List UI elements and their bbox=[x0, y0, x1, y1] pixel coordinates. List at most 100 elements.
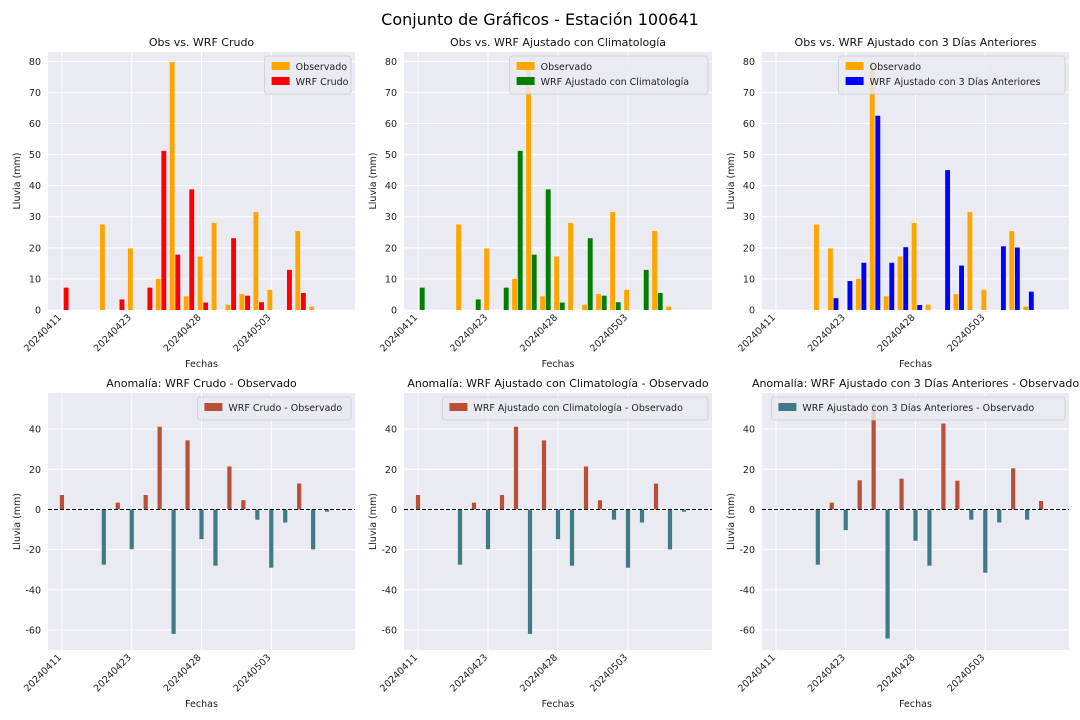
panel-3-bar bbox=[959, 265, 964, 310]
panel-4-legend-swatch bbox=[204, 403, 223, 411]
panel-4-bar bbox=[115, 502, 120, 510]
panel-3-bar bbox=[981, 289, 987, 310]
panel-5-ylabel: Lluvia (mm) bbox=[368, 493, 379, 550]
panel-4-ytick-label: -20 bbox=[25, 545, 41, 556]
panel-4-ytick-label: 20 bbox=[29, 465, 41, 476]
panel-4-ytick-label: -40 bbox=[25, 585, 41, 596]
panel-3-bar bbox=[1014, 247, 1020, 310]
panel-2-xtick-label: 20240428 bbox=[518, 312, 560, 354]
panel-4-ytick-label: 0 bbox=[35, 505, 41, 516]
panel-5-title: Anomalía: WRF Ajustado con Climatología … bbox=[407, 377, 709, 390]
panel-3-legend-swatch bbox=[845, 62, 864, 70]
panel-5-bar bbox=[457, 509, 463, 565]
panel-5-bar bbox=[639, 509, 645, 523]
panel-3-legend-label: Observado bbox=[870, 62, 922, 73]
panel-6-title: Anomalía: WRF Ajustado con 3 Días Anteri… bbox=[752, 377, 1079, 390]
panel-4-xtick-label: 20240503 bbox=[231, 652, 273, 694]
panel-4-bar bbox=[227, 466, 232, 510]
panel-5-xtick-label: 20240428 bbox=[518, 652, 560, 694]
panel-4-bar bbox=[255, 509, 260, 520]
panel-4-legend-label: WRF Crudo - Observado bbox=[228, 403, 342, 414]
panel-3-ytick-label: 10 bbox=[743, 274, 755, 285]
panel-3-legend: Observado WRF Ajustado con 3 Días Anterio… bbox=[838, 55, 1066, 95]
panel-6-bar bbox=[913, 509, 918, 541]
panel-6-ytick-label: 40 bbox=[743, 425, 755, 436]
panel-2-ytick-label: 80 bbox=[385, 57, 397, 68]
panel-2-ylabel: Lluvia (mm) bbox=[368, 153, 379, 210]
panel-5-legend-swatch bbox=[449, 403, 468, 411]
panel-1-bar bbox=[211, 222, 217, 310]
panel-3-ytick-label: 80 bbox=[743, 57, 755, 68]
panel-4-ytick-label: -60 bbox=[25, 625, 41, 636]
panel-5-xtick-label: 20240411 bbox=[378, 652, 420, 694]
panel-2-title: Obs vs. WRF Ajustado con Climatología bbox=[450, 36, 666, 49]
panel-2-bar bbox=[503, 287, 509, 310]
panel-1-title: Obs vs. WRF Crudo bbox=[149, 36, 255, 49]
panel-4-xtick-label: 20240423 bbox=[92, 652, 134, 694]
panel-6-xtick-label: 20240503 bbox=[945, 652, 987, 694]
panel-1-xtick-label: 20240428 bbox=[162, 312, 204, 354]
panel-6-xtick-label: 20240428 bbox=[876, 652, 918, 694]
panel-2-bar bbox=[540, 296, 546, 310]
panel-3: 0 10 20 30 40 50 60 70 80 20240411 20240423 2024042… bbox=[726, 36, 1069, 370]
panel-4-bar bbox=[157, 426, 162, 510]
panel-1: 0 10 20 30 40 50 60 70 80 20240411 20240423 2024042… bbox=[12, 36, 355, 370]
panel-3-ytick-label: 0 bbox=[749, 306, 755, 317]
panel-3-bar bbox=[1028, 291, 1034, 310]
panel-1-bar bbox=[99, 224, 105, 310]
panel-5-ytick-label: 40 bbox=[385, 425, 397, 436]
panel-2-bar bbox=[559, 302, 565, 310]
panel-5-bar bbox=[653, 483, 659, 510]
panel-5-bar bbox=[625, 509, 631, 568]
panel-2-legend-swatch bbox=[516, 62, 535, 70]
panel-4-bar bbox=[129, 509, 134, 550]
panel-1-bar bbox=[63, 287, 69, 310]
panel-2-bar bbox=[517, 150, 523, 310]
panel-3-bar bbox=[855, 278, 861, 310]
panel-1-ytick-label: 0 bbox=[35, 306, 41, 317]
panel-5-legend-label: WRF Ajustado con Climatología - Observad… bbox=[473, 403, 683, 414]
panel-1-ytick-label: 60 bbox=[29, 119, 41, 130]
panel-6-xtick-label: 20240411 bbox=[736, 652, 778, 694]
panel-4-ytick-label: 40 bbox=[29, 425, 41, 436]
panel-3-ylabel: Lluvia (mm) bbox=[726, 153, 737, 210]
panel-2-bar bbox=[475, 299, 481, 310]
panel-6-bar bbox=[857, 480, 862, 510]
panel-5-legend: WRF Ajustado con Climatología - Observad… bbox=[441, 396, 709, 421]
panel-2-bar bbox=[666, 306, 672, 310]
panel-3-bar bbox=[847, 281, 853, 310]
panel-3-bar bbox=[889, 262, 895, 310]
panel-3-legend-label: WRF Ajustado con 3 Días Anteriores bbox=[870, 77, 1041, 88]
panel-3-ytick-label: 40 bbox=[743, 181, 755, 192]
panel-2-bar bbox=[624, 289, 630, 310]
panel-6-bar bbox=[871, 404, 876, 510]
panel-4-bar bbox=[241, 500, 246, 510]
panel-4-bar bbox=[59, 494, 65, 510]
panel-3-bar bbox=[827, 248, 833, 310]
panel-1-bar bbox=[197, 256, 203, 310]
panel-5-ytick-label: 0 bbox=[391, 505, 397, 516]
panel-1-xtick-label: 20240503 bbox=[231, 312, 273, 354]
panel-3-ytick-label: 70 bbox=[743, 88, 755, 99]
panel-2-ytick-label: 10 bbox=[385, 274, 397, 285]
panel-2-ytick-label: 20 bbox=[385, 243, 397, 254]
panel-2-bar bbox=[526, 61, 532, 310]
panel-1-bar bbox=[259, 302, 264, 310]
panel-5-bar bbox=[569, 509, 575, 566]
panel-4-xtick-label: 20240428 bbox=[162, 652, 204, 694]
panel-1-bar bbox=[169, 61, 175, 310]
panel-1-bar bbox=[239, 294, 245, 310]
panel-3-legend-box bbox=[838, 55, 1066, 95]
panel-6-bar bbox=[983, 509, 988, 573]
panel-1-legend-label: Observado bbox=[296, 62, 348, 73]
panel-4-bar bbox=[185, 440, 190, 510]
panel-5-bar bbox=[667, 509, 673, 550]
panel-1-bar bbox=[203, 302, 209, 310]
panel-2-ytick-label: 30 bbox=[385, 212, 397, 223]
panel-3-bar bbox=[903, 247, 909, 310]
panel-2-bar bbox=[615, 302, 621, 310]
panel-6-ytick-label: -40 bbox=[739, 585, 755, 596]
panel-6-bar bbox=[899, 478, 904, 510]
panel-4-title: Anomalía: WRF Crudo - Observado bbox=[106, 377, 297, 390]
panel-3-xtick-label: 20240423 bbox=[806, 312, 848, 354]
